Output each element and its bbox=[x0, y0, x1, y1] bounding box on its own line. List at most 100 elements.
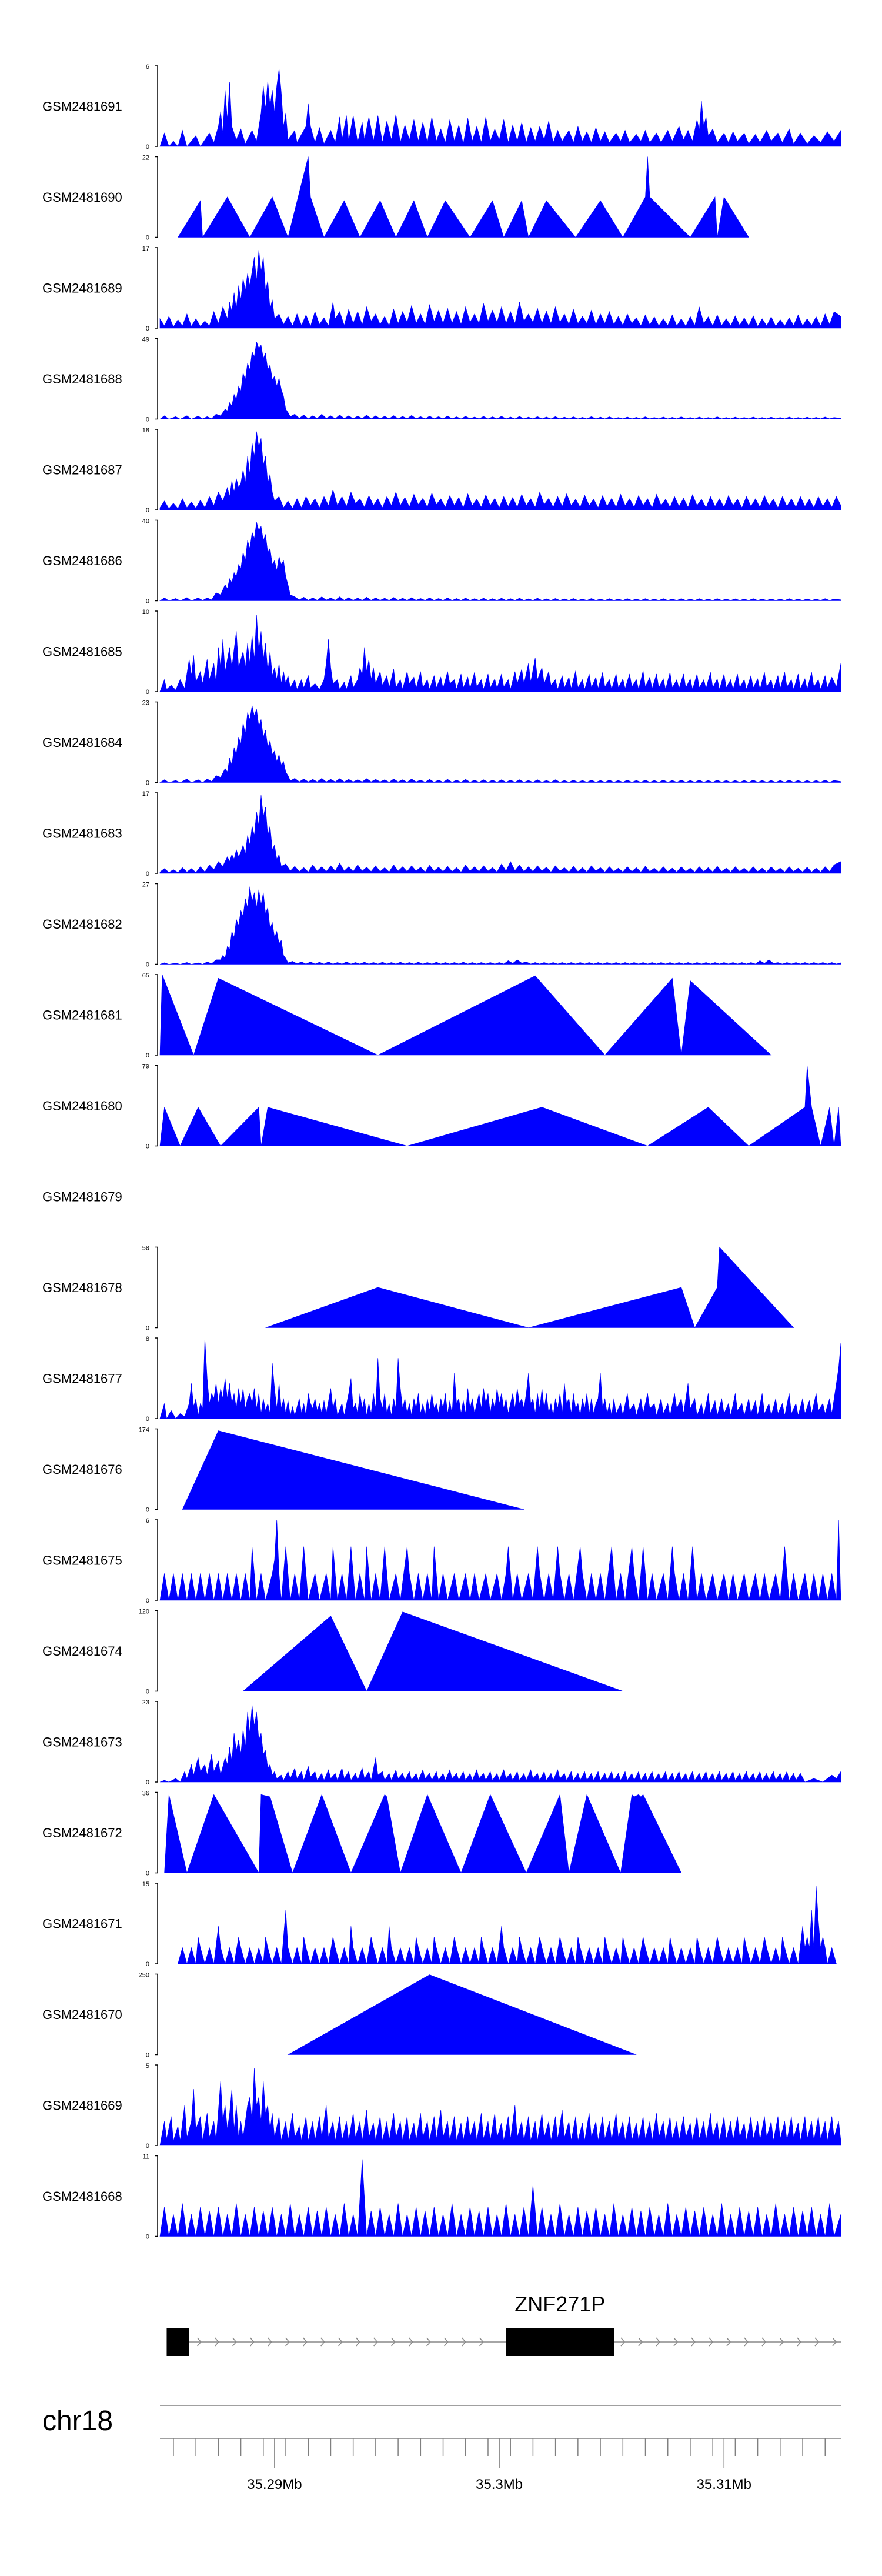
track-y-max-label: 23 bbox=[142, 700, 149, 707]
track-y-max-label: 40 bbox=[142, 518, 149, 525]
track-y-min-label: 0 bbox=[146, 1143, 149, 1150]
track-name-label: GSM2481679 bbox=[42, 1190, 122, 1204]
strand-arrow bbox=[726, 2337, 731, 2347]
track: GSM2481690 22 0 bbox=[42, 155, 749, 242]
track-y-min-label: 0 bbox=[146, 144, 149, 151]
track-y-min-label: 0 bbox=[146, 780, 149, 787]
track-y-min-label: 0 bbox=[146, 689, 149, 696]
track-y-max-label: 174 bbox=[139, 1427, 149, 1434]
coverage-area bbox=[159, 2068, 841, 2146]
track-y-min-label: 0 bbox=[146, 416, 149, 423]
track-name-label: GSM2481682 bbox=[42, 917, 122, 932]
coverage-area bbox=[159, 1337, 841, 1419]
track-name-label: GSM2481678 bbox=[42, 1280, 122, 1295]
strand-arrow bbox=[832, 2337, 837, 2347]
track: GSM2481679 bbox=[42, 1190, 122, 1204]
track-y-max-label: 250 bbox=[139, 1972, 149, 1979]
track-name-label: GSM2481690 bbox=[42, 190, 122, 205]
track: GSM2481680 79 0 bbox=[42, 1063, 841, 1150]
track-name-label: GSM2481674 bbox=[42, 1644, 122, 1659]
strand-arrow bbox=[303, 2337, 308, 2347]
axis-tick-label: 35.29Mb bbox=[247, 2477, 302, 2492]
track: GSM2481681 65 0 bbox=[42, 972, 772, 1059]
gene-track: ZNF271P bbox=[166, 2292, 841, 2356]
track-y-max-label: 15 bbox=[142, 1881, 149, 1888]
track: GSM2481689 17 0 bbox=[42, 245, 841, 332]
track-y-min-label: 0 bbox=[146, 1052, 149, 1059]
strand-arrow bbox=[673, 2337, 678, 2347]
track-y-min-label: 0 bbox=[146, 325, 149, 332]
track-y-max-label: 58 bbox=[142, 1245, 149, 1252]
coverage-area bbox=[242, 1611, 623, 1692]
track-y-max-label: 27 bbox=[142, 882, 149, 889]
strand-arrow bbox=[232, 2337, 237, 2347]
track: GSM2481668 11 0 bbox=[42, 2154, 841, 2241]
track-name-label: GSM2481681 bbox=[42, 1008, 122, 1023]
track: GSM2481677 8 0 bbox=[42, 1336, 841, 1423]
track: GSM2481686 40 0 bbox=[42, 518, 841, 605]
track-name-label: GSM2481676 bbox=[42, 1462, 122, 1477]
strand-arrow bbox=[338, 2337, 343, 2347]
coverage-tracks: GSM248169160GSM2481690220GSM2481689170GS… bbox=[42, 64, 841, 2241]
track: GSM2481670 250 0 bbox=[42, 1972, 637, 2059]
track-y-min-label: 0 bbox=[146, 1507, 149, 1514]
track-y-min-label: 0 bbox=[146, 235, 149, 242]
strand-arrow bbox=[391, 2337, 396, 2347]
strand-arrow bbox=[479, 2337, 484, 2347]
track-y-min-label: 0 bbox=[146, 962, 149, 969]
coverage-area bbox=[159, 1065, 841, 1147]
strand-arrow bbox=[656, 2337, 660, 2347]
strand-arrow bbox=[197, 2337, 202, 2347]
track: GSM2481685 10 0 bbox=[42, 609, 841, 696]
track-y-min-label: 0 bbox=[146, 1689, 149, 1696]
strand-arrow bbox=[779, 2337, 784, 2347]
coverage-area bbox=[159, 1519, 841, 1601]
track: GSM2481672 36 0 bbox=[42, 1790, 682, 1877]
coverage-area bbox=[159, 974, 772, 1056]
track-y-min-label: 0 bbox=[146, 598, 149, 605]
track-y-max-label: 5 bbox=[146, 2063, 149, 2070]
coverage-area bbox=[164, 1794, 682, 1874]
track-name-label: GSM2481677 bbox=[42, 1372, 122, 1386]
track-y-max-label: 17 bbox=[142, 245, 149, 252]
coverage-area bbox=[159, 249, 841, 329]
genome-axis: chr18 35.29Mb 35.3Mb 35.31Mb bbox=[42, 2405, 841, 2492]
track: GSM2481691 6 0 bbox=[42, 64, 841, 151]
strand-arrow bbox=[620, 2337, 625, 2347]
track-name-label: GSM2481675 bbox=[42, 1553, 122, 1568]
coverage-area bbox=[178, 1886, 837, 1965]
track: GSM2481673 23 0 bbox=[42, 1699, 841, 1786]
track: GSM2481688 49 0 bbox=[42, 336, 841, 423]
track-y-min-label: 0 bbox=[146, 1325, 149, 1332]
track: GSM2481669 5 0 bbox=[42, 2063, 841, 2150]
axis-tick-label: 35.31Mb bbox=[697, 2477, 751, 2492]
track: GSM2481683 17 0 bbox=[42, 790, 841, 877]
track-name-label: GSM2481691 bbox=[42, 99, 122, 114]
track-y-min-label: 0 bbox=[146, 1597, 149, 1604]
strand-arrow bbox=[744, 2337, 749, 2347]
track-y-min-label: 0 bbox=[146, 1870, 149, 1877]
track-y-max-label: 8 bbox=[146, 1336, 149, 1343]
gene-name-label: ZNF271P bbox=[514, 2292, 605, 2316]
track-y-min-label: 0 bbox=[146, 1961, 149, 1968]
coverage-area bbox=[159, 886, 841, 965]
axis-tick-label: 35.3Mb bbox=[476, 2477, 523, 2492]
track-y-min-label: 0 bbox=[146, 870, 149, 877]
track-y-min-label: 0 bbox=[146, 1416, 149, 1423]
gene-exon bbox=[506, 2328, 614, 2356]
strand-arrow bbox=[285, 2337, 290, 2347]
strand-arrow bbox=[691, 2337, 696, 2347]
coverage-area bbox=[178, 156, 749, 238]
track-y-max-label: 79 bbox=[142, 1063, 149, 1070]
strand-arrow bbox=[320, 2337, 325, 2347]
chromosome-label: chr18 bbox=[42, 2405, 113, 2437]
coverage-area bbox=[182, 1430, 524, 1510]
track-y-max-label: 49 bbox=[142, 336, 149, 343]
track-y-max-label: 6 bbox=[146, 1517, 149, 1524]
track: GSM2481678 58 0 bbox=[42, 1245, 794, 1332]
track-y-min-label: 0 bbox=[146, 507, 149, 514]
track-name-label: GSM2481671 bbox=[42, 1917, 122, 1931]
strand-arrow bbox=[426, 2337, 431, 2347]
strand-arrow bbox=[462, 2337, 466, 2347]
track-name-label: GSM2481689 bbox=[42, 281, 122, 296]
